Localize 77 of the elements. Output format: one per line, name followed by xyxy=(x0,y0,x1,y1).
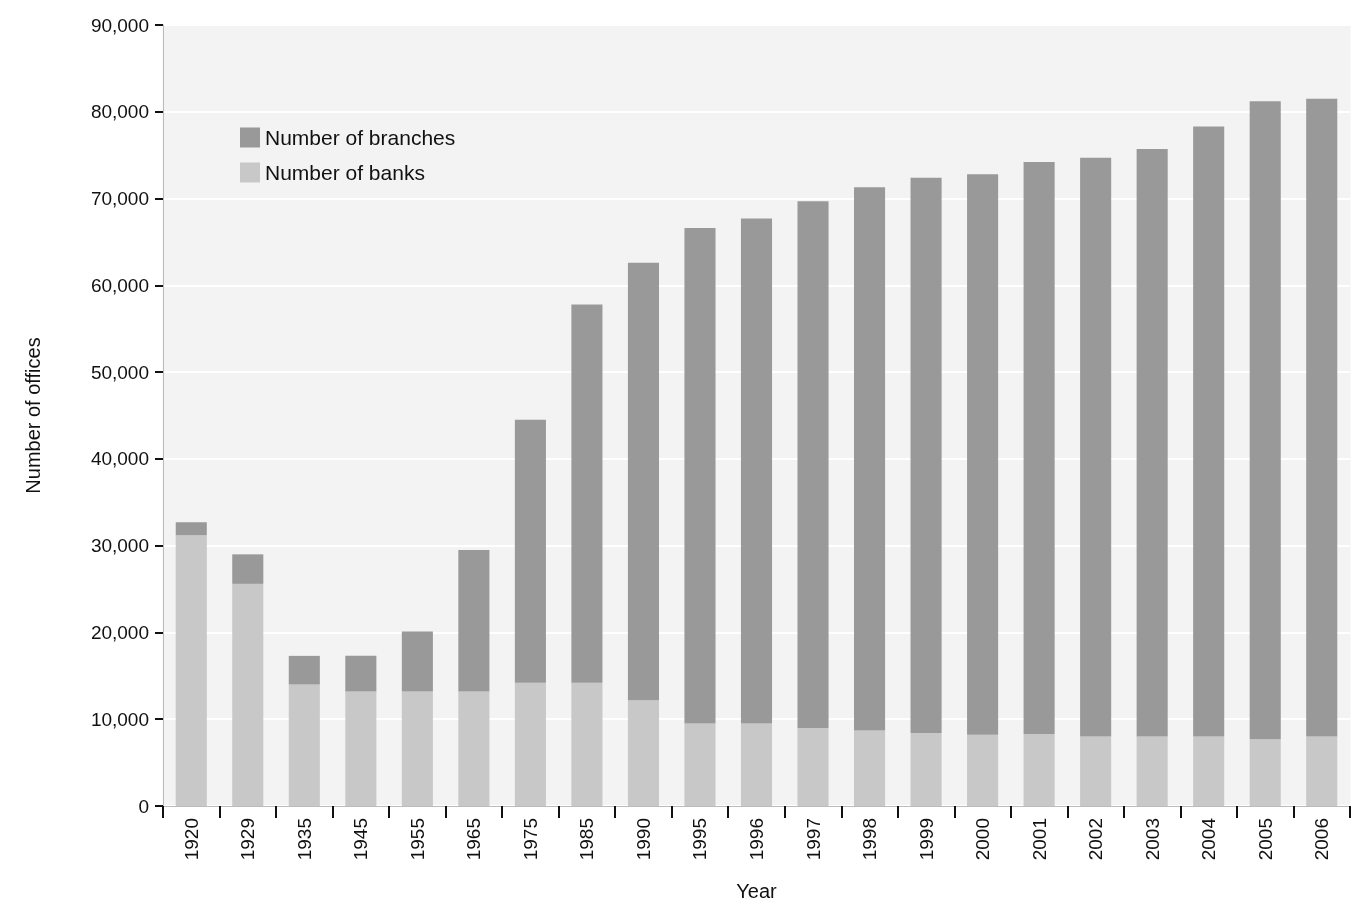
bar xyxy=(1136,736,1168,806)
bar xyxy=(910,177,942,734)
legend-label: Number of banks xyxy=(265,161,425,184)
x-tick-label: 2004 xyxy=(1198,817,1220,861)
bar xyxy=(627,700,659,806)
x-tick-label: 1995 xyxy=(689,818,711,861)
bar xyxy=(967,734,999,806)
bar xyxy=(571,682,603,806)
bar xyxy=(684,723,716,806)
bar xyxy=(1249,101,1281,740)
x-tick-label: 1999 xyxy=(915,818,937,861)
x-tick-label: 1945 xyxy=(350,818,372,861)
x-tick-label: 2005 xyxy=(1254,818,1276,861)
bar xyxy=(1023,162,1055,734)
y-tick-label: 10,000 xyxy=(90,708,149,730)
bar xyxy=(232,583,264,806)
bar xyxy=(1306,98,1338,737)
bar xyxy=(458,550,490,692)
y-tick-label: 90,000 xyxy=(90,14,149,36)
bar xyxy=(288,655,320,685)
bar xyxy=(1136,149,1168,737)
bar xyxy=(175,535,207,806)
bar xyxy=(854,730,886,806)
x-tick-label: 2002 xyxy=(1085,818,1107,861)
x-tick-label: 1929 xyxy=(237,818,259,861)
bar xyxy=(514,682,546,806)
bar xyxy=(740,218,773,724)
x-tick-label: 1955 xyxy=(406,818,428,861)
bar xyxy=(854,187,886,731)
bar xyxy=(910,733,942,806)
x-tick-label: 1998 xyxy=(859,818,881,861)
x-axis-title: Year xyxy=(736,880,778,902)
bar xyxy=(797,201,829,728)
bar xyxy=(175,522,207,536)
x-tick-label: 2003 xyxy=(1141,818,1163,861)
bar xyxy=(345,655,377,692)
y-tick-label: 60,000 xyxy=(90,274,149,296)
legend-label: Number of branches xyxy=(265,126,456,149)
bar xyxy=(232,554,264,584)
y-tick-label: 80,000 xyxy=(90,101,149,123)
y-tick-label: 70,000 xyxy=(90,188,149,210)
bar xyxy=(1249,739,1281,806)
y-tick-label: 50,000 xyxy=(90,361,149,383)
y-tick-label: 20,000 xyxy=(90,621,149,643)
bar xyxy=(684,228,716,724)
x-tick-label: 1985 xyxy=(576,818,598,861)
x-tick-label: 1965 xyxy=(463,818,485,861)
bar xyxy=(458,691,490,806)
y-tick-label: 0 xyxy=(138,795,149,817)
bar xyxy=(627,262,659,701)
bar xyxy=(1193,736,1225,806)
x-tick-label: 1997 xyxy=(802,818,824,861)
x-tick-label: 1990 xyxy=(632,818,654,861)
bar xyxy=(345,691,377,806)
bar xyxy=(514,419,546,683)
x-tick-label: 1920 xyxy=(180,818,202,861)
bar xyxy=(1193,126,1225,737)
bar xyxy=(1306,736,1338,806)
x-tick-label: 2001 xyxy=(1028,818,1050,861)
y-axis-title: Number of offices xyxy=(22,337,44,494)
bar xyxy=(401,631,433,692)
y-tick-label: 30,000 xyxy=(90,535,149,557)
x-tick-label: 2000 xyxy=(972,818,994,861)
bar xyxy=(401,691,433,806)
bar xyxy=(571,304,603,683)
bar xyxy=(1080,736,1112,806)
x-tick-label: 1975 xyxy=(519,818,541,861)
bar xyxy=(288,684,320,806)
x-tick-label: 2006 xyxy=(1311,818,1333,861)
bar xyxy=(797,727,829,806)
bar xyxy=(740,723,773,806)
bar xyxy=(967,174,999,735)
x-tick-label: 1935 xyxy=(293,818,315,861)
x-tick-label: 1996 xyxy=(746,818,767,861)
y-tick-label: 40,000 xyxy=(90,448,149,470)
bar xyxy=(1080,157,1112,737)
bar xyxy=(1023,733,1055,806)
